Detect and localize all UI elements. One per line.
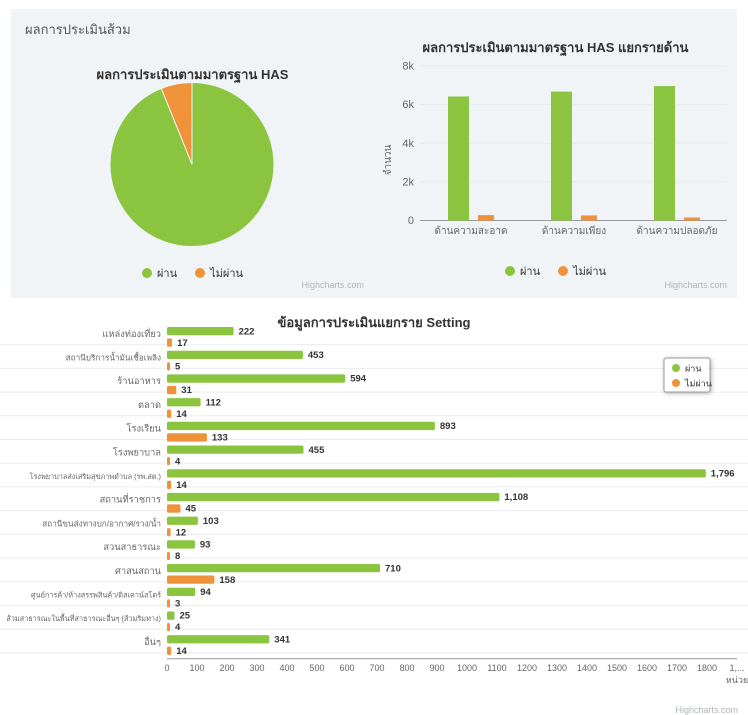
svg-text:158: 158 xyxy=(219,575,235,586)
svg-text:900: 900 xyxy=(429,663,444,673)
svg-text:1500: 1500 xyxy=(607,663,627,673)
svg-text:ส้วมสาธารณะในพื้นที่สาธารณะอื่: ส้วมสาธารณะในพื้นที่สาธารณะอื่นๆ (ส้วมริ… xyxy=(6,613,161,623)
svg-text:103: 103 xyxy=(203,516,219,527)
svg-text:455: 455 xyxy=(309,445,326,456)
svg-text:1,796: 1,796 xyxy=(711,469,735,480)
svg-text:1100: 1100 xyxy=(487,663,506,673)
svg-text:112: 112 xyxy=(206,397,221,408)
svg-text:1400: 1400 xyxy=(577,663,597,673)
svg-text:25: 25 xyxy=(180,611,191,622)
svg-text:ไม่ผ่าน: ไม่ผ่าน xyxy=(684,379,712,389)
svg-text:4: 4 xyxy=(175,456,181,467)
svg-text:300: 300 xyxy=(249,663,264,673)
svg-text:สวนสาธารณะ: สวนสาธารณะ xyxy=(103,542,161,552)
svg-text:1700: 1700 xyxy=(667,663,687,673)
svg-text:โรงพยาบาล: โรงพยาบาล xyxy=(113,446,161,457)
svg-text:893: 893 xyxy=(440,421,456,432)
svg-text:ศาสนสถาน: ศาสนสถาน xyxy=(115,566,162,576)
svg-text:12: 12 xyxy=(176,527,187,538)
svg-text:93: 93 xyxy=(200,540,211,551)
svg-text:94: 94 xyxy=(200,587,211,598)
svg-text:โรงพยาบาลส่งเสริมสุขภาพตำบล (ร: โรงพยาบาลส่งเสริมสุขภาพตำบล (รพ.สต.) xyxy=(30,472,161,481)
svg-text:ตลาด: ตลาด xyxy=(138,400,161,410)
svg-text:ร้านอาหาร: ร้านอาหาร xyxy=(117,376,161,386)
svg-text:200: 200 xyxy=(219,663,234,673)
svg-text:2k: 2k xyxy=(402,176,414,188)
svg-text:1200: 1200 xyxy=(517,663,537,673)
svg-text:5: 5 xyxy=(175,362,181,373)
svg-text:710: 710 xyxy=(385,563,401,574)
svg-text:1800: 1800 xyxy=(697,663,717,673)
svg-text:จำนวน: จำนวน xyxy=(383,144,394,175)
svg-text:222: 222 xyxy=(239,326,255,337)
svg-text:ด้านความปลอดภัย: ด้านความปลอดภัย xyxy=(637,225,718,237)
svg-text:สถานีขนส่งทางบก/อากาศ/ราง/น้ำ: สถานีขนส่งทางบก/อากาศ/ราง/น้ำ xyxy=(42,517,161,528)
svg-text:594: 594 xyxy=(350,374,367,385)
svg-text:8: 8 xyxy=(175,551,180,562)
svg-text:14: 14 xyxy=(176,409,187,420)
svg-text:45: 45 xyxy=(186,504,197,515)
svg-text:500: 500 xyxy=(309,663,324,673)
svg-text:100: 100 xyxy=(189,663,204,673)
svg-text:17: 17 xyxy=(177,338,188,349)
svg-text:700: 700 xyxy=(369,663,384,673)
svg-text:โรงเรียน: โรงเรียน xyxy=(126,423,161,434)
svg-text:6k: 6k xyxy=(402,99,414,111)
svg-text:1,...: 1,... xyxy=(729,663,744,673)
svg-text:600: 600 xyxy=(339,663,354,673)
svg-text:อื่นๆ: อื่นๆ xyxy=(144,635,161,647)
svg-text:31: 31 xyxy=(181,385,192,396)
svg-text:หน่วย: หน่วย xyxy=(726,675,748,685)
svg-text:1000: 1000 xyxy=(457,663,477,673)
svg-text:453: 453 xyxy=(308,350,324,361)
svg-text:3: 3 xyxy=(175,599,180,610)
svg-text:1,108: 1,108 xyxy=(504,492,528,503)
svg-text:14: 14 xyxy=(176,646,187,657)
svg-text:8k: 8k xyxy=(402,61,414,73)
svg-text:สถานที่ราชการ: สถานที่ราชการ xyxy=(100,493,161,505)
svg-text:133: 133 xyxy=(212,433,228,444)
svg-text:0: 0 xyxy=(164,663,169,673)
svg-text:ด้านความสะอาด: ด้านความสะอาด xyxy=(434,225,507,237)
svg-text:4k: 4k xyxy=(402,138,414,150)
svg-text:ศูนย์การค้า/ห้างสรรพสินค้า/ดิส: ศูนย์การค้า/ห้างสรรพสินค้า/ดิสเคาน์สโตร์ xyxy=(31,591,161,600)
svg-text:14: 14 xyxy=(176,480,187,491)
svg-text:สถานีบริการน้ำมันเชื้อเพลิง: สถานีบริการน้ำมันเชื้อเพลิง xyxy=(66,352,161,363)
svg-text:4: 4 xyxy=(175,622,181,633)
svg-text:341: 341 xyxy=(274,634,291,645)
svg-text:ด้านความเพียง: ด้านความเพียง xyxy=(542,225,606,237)
svg-text:1600: 1600 xyxy=(637,663,657,673)
svg-text:0: 0 xyxy=(408,215,414,227)
svg-text:แหล่งท่องเที่ยว: แหล่งท่องเที่ยว xyxy=(102,327,161,339)
svg-text:400: 400 xyxy=(279,663,294,673)
svg-text:1300: 1300 xyxy=(547,663,567,673)
svg-text:800: 800 xyxy=(399,663,414,673)
svg-text:ผ่าน: ผ่าน xyxy=(685,364,701,374)
